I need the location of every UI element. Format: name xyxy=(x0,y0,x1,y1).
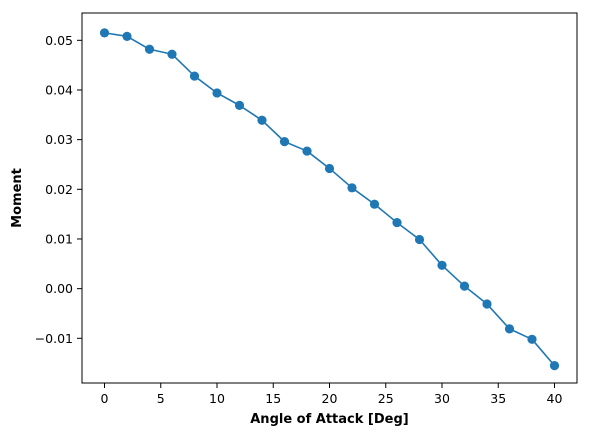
data-point xyxy=(482,299,492,309)
x-tick-label: 10 xyxy=(209,391,225,406)
data-point xyxy=(414,234,425,245)
plot-area xyxy=(81,12,578,384)
data-point xyxy=(369,199,380,209)
y-tick-label: 0.01 xyxy=(45,231,73,246)
x-tick-label: 20 xyxy=(322,391,338,406)
data-point xyxy=(302,146,312,156)
data-point xyxy=(122,31,132,41)
series-line xyxy=(104,32,556,367)
x-tick-label: 15 xyxy=(265,391,281,406)
y-axis-label: Moment xyxy=(10,168,25,228)
data-point xyxy=(234,100,245,110)
axes-frame xyxy=(81,12,578,384)
y-axis-ticks: −0.01 0.00 0.01 0.02 0.03 0.04 0.05 xyxy=(35,33,82,346)
y-tick-label: −0.01 xyxy=(35,331,73,346)
data-point xyxy=(167,49,177,59)
data-point xyxy=(527,334,537,344)
y-tick-label: 0.00 xyxy=(45,281,73,296)
y-tick-label: 0.03 xyxy=(45,132,73,147)
x-tick-label: 35 xyxy=(490,391,506,406)
x-axis-label: Angle of Attack [Deg] xyxy=(250,412,408,427)
y-tick-label: 0.04 xyxy=(45,82,73,97)
series-layer xyxy=(99,28,560,371)
data-point xyxy=(212,88,222,98)
x-tick-label: 30 xyxy=(434,391,450,406)
data-point xyxy=(392,217,402,228)
y-tick-label: 0.05 xyxy=(45,33,73,48)
y-tick-label: 0.02 xyxy=(45,182,73,197)
data-point xyxy=(324,163,335,174)
data-point xyxy=(144,44,155,54)
data-point xyxy=(504,324,515,334)
x-tick-label: 40 xyxy=(547,391,563,406)
data-point xyxy=(437,260,447,270)
x-tick-label: 5 xyxy=(157,391,165,406)
data-point xyxy=(257,115,267,125)
data-point xyxy=(99,28,110,38)
data-point xyxy=(549,361,560,371)
data-point xyxy=(189,71,200,81)
x-tick-label: 0 xyxy=(101,391,109,406)
data-point xyxy=(459,281,470,291)
x-axis-ticks: 0 5 10 15 20 25 30 35 40 xyxy=(101,383,563,406)
x-tick-label: 25 xyxy=(378,391,394,406)
data-point xyxy=(279,137,290,147)
data-point xyxy=(347,183,357,193)
